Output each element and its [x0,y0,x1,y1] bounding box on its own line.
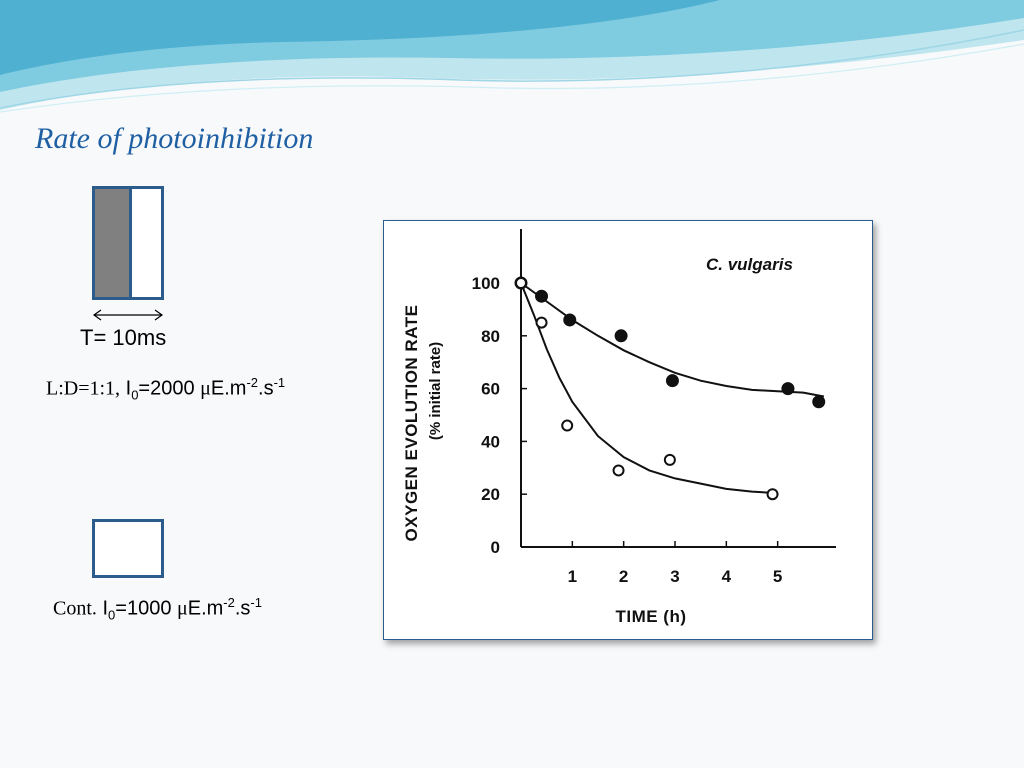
unit-exponent: -1 [250,595,262,610]
y-axis-title: OXYGEN EVOLUTION RATE [402,305,421,542]
x-tick-label: 5 [773,567,782,586]
unit-exponent: -2 [223,595,235,610]
y-tick-label: 40 [481,432,500,451]
y-tick-label: 60 [481,380,500,399]
figure-panel: 0 20 40 60 80 100 1 2 3 4 5 OXYGEN EVOLUTION RATE … [383,220,873,640]
open-data-point [561,419,574,432]
filled-data-point [781,382,795,396]
x-axis-title: TIME (h) [615,607,686,626]
open-data-point [515,277,527,289]
pulsed-light-condition: L:D=1:1, I0=2000 μE.m-2.s-1 [46,375,285,403]
unit-mu: μ [177,597,188,620]
x-tick-label: 1 [568,567,577,586]
open-data-point [535,316,548,329]
unit-exponent: -2 [246,375,259,390]
unit-separator: .s [234,597,251,620]
y-axis-subtitle: (% initial rate) [427,342,444,440]
y-tick-label: 80 [481,327,500,346]
intensity-value: =2000 [138,377,195,400]
x-tick-label: 3 [670,567,679,586]
unit-main: E.m [187,597,224,620]
intensity-symbol: I [102,597,109,620]
unit-separator: .s [258,377,274,400]
y-tick-label: 100 [472,274,500,293]
header-wave-decoration [0,0,1024,113]
fit-curve-2 [520,282,773,494]
period-label: T= 10ms [80,325,167,350]
filled-data-point [614,329,628,343]
open-data-point [663,453,676,466]
unit-mu: μ [200,377,211,400]
continuous-light-condition: Cont. I0=1000 μE.m-2.s-1 [53,595,262,623]
oxygen-evolution-chart: 0 20 40 60 80 100 1 2 3 4 5 OXYGEN EVOLUTION RATE … [402,229,836,626]
filled-data-point [665,374,679,388]
condition-prefix: Cont. [53,597,97,620]
species-annotation: C. vulgaris [706,255,793,274]
open-data-point [766,488,779,501]
slide-title: Rate of photoinhibition [35,122,314,155]
data-points [514,276,826,501]
intensity-symbol: I [125,377,132,400]
axes: 0 20 40 60 80 100 1 2 3 4 5 [472,229,836,586]
filled-data-point [812,395,826,409]
filled-data-point [563,313,577,327]
unit-exponent: -1 [273,375,286,390]
intensity-value: =1000 [115,597,172,620]
y-tick-label: 20 [481,485,500,504]
light-dark-pulse-diagram [92,186,164,300]
continuous-light-diagram [92,519,164,578]
unit-main: E.m [210,377,247,400]
open-data-point [612,464,625,477]
period-double-arrow [92,309,164,321]
y-tick-label: 0 [491,538,500,557]
axis-labels: OXYGEN EVOLUTION RATE (% initial rate) T… [402,255,793,626]
x-tick-label: 2 [619,567,628,586]
intensity-subscript: 0 [131,387,139,403]
filled-data-point [535,289,549,303]
condition-prefix: L:D=1:1, [46,377,121,400]
intensity-subscript: 0 [108,607,116,623]
dark-phase-block [95,189,132,297]
x-tick-label: 4 [722,567,732,586]
